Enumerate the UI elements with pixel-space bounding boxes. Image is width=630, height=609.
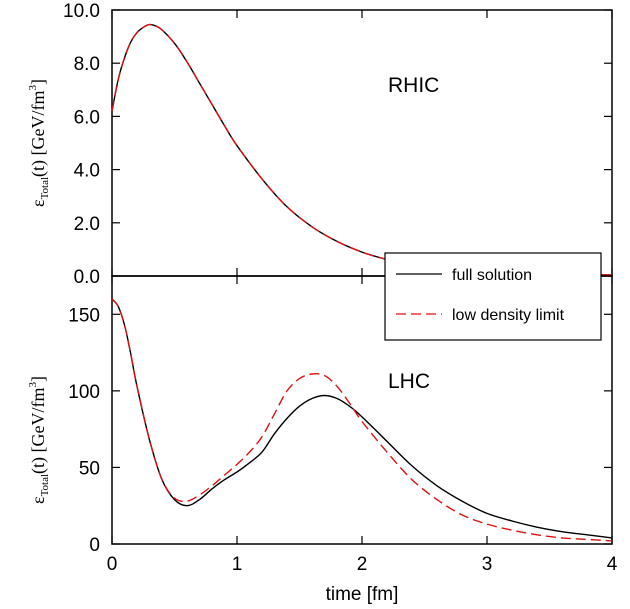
y-tick-label: 150 bbox=[68, 305, 100, 326]
legend-label-full: full solution bbox=[452, 267, 532, 284]
rhic-y-axis-label: εTotal(t) [GeV/fm3] bbox=[27, 79, 51, 207]
lhc-y-axis-label: εTotal(t) [GeV/fm3] bbox=[27, 376, 51, 504]
y-tick-label: 0.0 bbox=[74, 267, 100, 288]
low-density-limit-line bbox=[111, 298, 613, 542]
y-tick-label: 6.0 bbox=[74, 107, 100, 128]
full-solution-line bbox=[111, 298, 613, 539]
rhic-panel: 0.0 2.0 4.0 6.0 8.0 10.0 RHIC εTotal(t) [GeV/… bbox=[27, 1, 613, 288]
x-axis-label: time [fm] bbox=[326, 584, 399, 605]
lhc-ticks: 0 50 100 150 0 1 2 3 4 bbox=[68, 276, 618, 575]
legend-box bbox=[384, 252, 602, 341]
y-tick-label: 50 bbox=[79, 458, 100, 479]
y-tick-label: 100 bbox=[68, 382, 100, 403]
x-tick-label: 2 bbox=[357, 554, 368, 575]
low-density-limit-line bbox=[111, 23, 613, 276]
lhc-series bbox=[111, 298, 613, 542]
y-tick-label: 8.0 bbox=[74, 54, 100, 75]
y-tick-label: 2.0 bbox=[74, 214, 100, 235]
y-tick-label: 4.0 bbox=[74, 161, 100, 182]
rhic-series bbox=[111, 23, 613, 276]
x-tick-label: 4 bbox=[607, 554, 618, 575]
x-tick-label: 3 bbox=[482, 554, 493, 575]
y-tick-label: 0 bbox=[89, 535, 100, 556]
rhic-plot-frame bbox=[111, 9, 613, 277]
rhic-panel-title: RHIC bbox=[388, 74, 439, 97]
y-tick-label: 10.0 bbox=[63, 1, 100, 22]
x-tick-label: 0 bbox=[107, 554, 118, 575]
legend: full solution low density limit bbox=[384, 252, 602, 341]
legend-label-low: low density limit bbox=[452, 307, 565, 324]
lhc-panel: 0 50 100 150 0 1 2 3 4 LHC εTotal(t) [GeV/fm3] t… bbox=[27, 275, 618, 605]
lhc-panel-title: LHC bbox=[388, 370, 430, 393]
rhic-ticks: 0.0 2.0 4.0 6.0 8.0 10.0 bbox=[63, 1, 613, 288]
x-tick-label: 1 bbox=[232, 554, 243, 575]
